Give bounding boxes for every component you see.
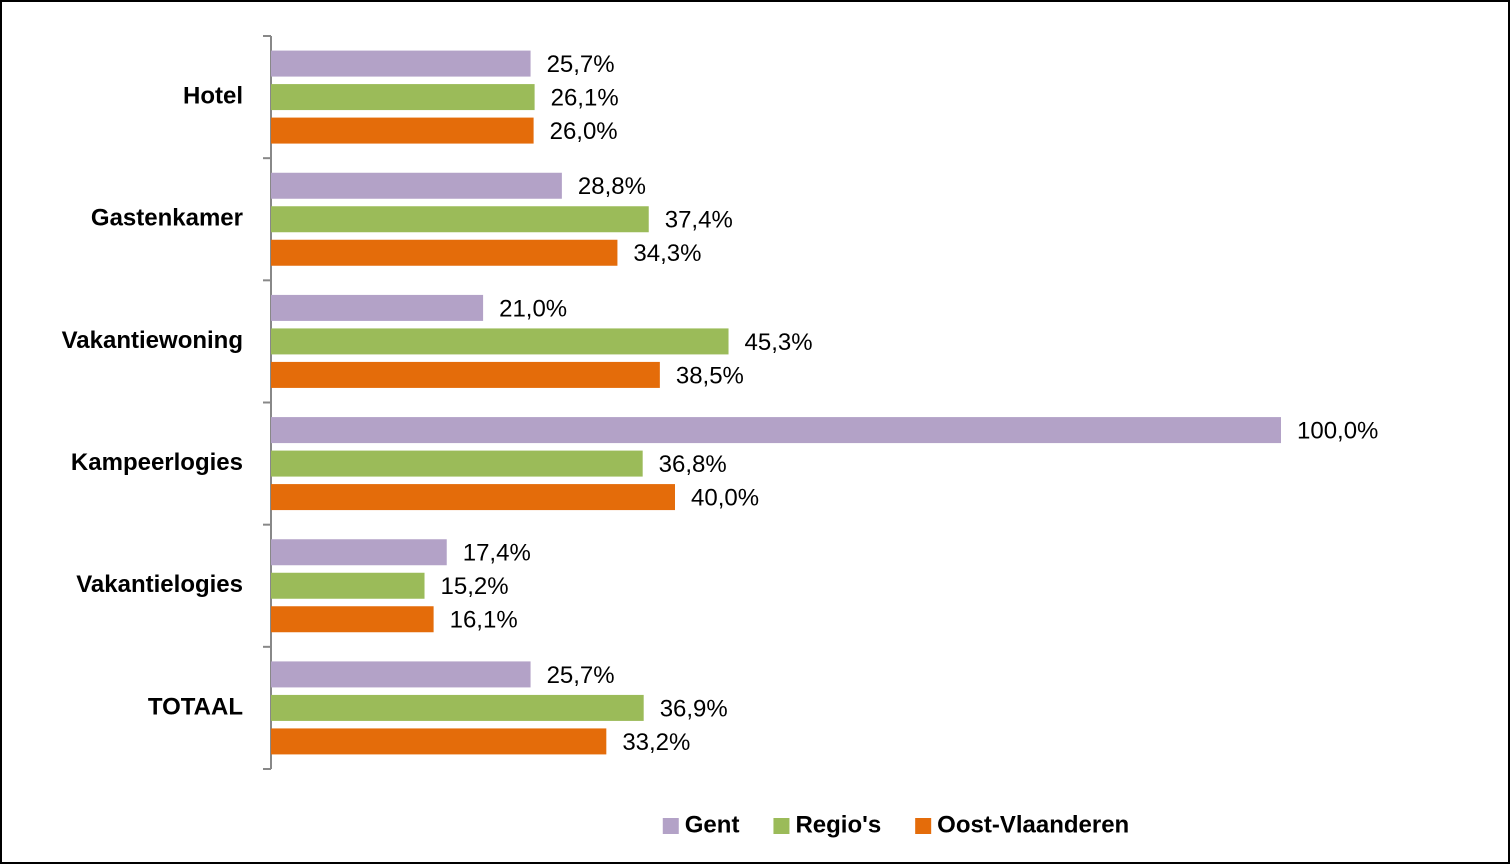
value-label: 38,5%	[676, 362, 744, 389]
category-label: Vakantielogies	[76, 571, 243, 598]
category-label: Hotel	[183, 82, 243, 109]
value-label: 36,8%	[659, 451, 727, 478]
category-label: Gastenkamer	[91, 205, 243, 232]
value-label: 40,0%	[691, 484, 759, 511]
legend-swatch	[662, 818, 679, 834]
value-label: 26,1%	[551, 84, 619, 111]
bar	[271, 117, 534, 144]
bar	[271, 172, 562, 199]
legend-swatch	[773, 818, 790, 834]
category-label: Kampeerlogies	[71, 449, 243, 476]
value-label: 45,3%	[745, 329, 813, 356]
value-label: 34,3%	[633, 240, 701, 267]
bar	[271, 606, 434, 633]
bar	[271, 206, 649, 233]
bar	[271, 294, 484, 321]
value-label: 36,9%	[660, 695, 728, 722]
value-label: 33,2%	[622, 729, 690, 756]
value-label: 25,7%	[547, 51, 615, 78]
bar	[271, 539, 447, 566]
value-label: 26,0%	[550, 118, 618, 145]
bar	[271, 572, 425, 599]
bar	[271, 84, 535, 111]
bar	[271, 239, 618, 266]
value-label: 16,1%	[450, 607, 518, 634]
legend-label: Gent	[685, 811, 740, 838]
category-label: TOTAAL	[148, 693, 243, 720]
legend-swatch	[915, 818, 932, 834]
value-label: 28,8%	[578, 173, 646, 200]
bar	[271, 728, 607, 755]
bar	[271, 417, 1281, 444]
value-label: 37,4%	[665, 207, 733, 234]
bar	[271, 361, 660, 388]
bar	[271, 50, 531, 77]
value-label: 25,7%	[547, 662, 615, 689]
bar	[271, 328, 729, 355]
value-label: 17,4%	[463, 540, 531, 567]
bar	[271, 484, 675, 511]
value-label: 21,0%	[499, 295, 567, 322]
value-label: 15,2%	[441, 573, 509, 600]
legend-label: Oost-Vlaanderen	[937, 811, 1129, 838]
bar	[271, 450, 643, 477]
bar	[271, 694, 644, 721]
category-label: Vakantiewoning	[62, 327, 243, 354]
value-label: 100,0%	[1297, 417, 1378, 444]
bar	[271, 661, 531, 688]
legend-label: Regio's	[795, 811, 881, 838]
